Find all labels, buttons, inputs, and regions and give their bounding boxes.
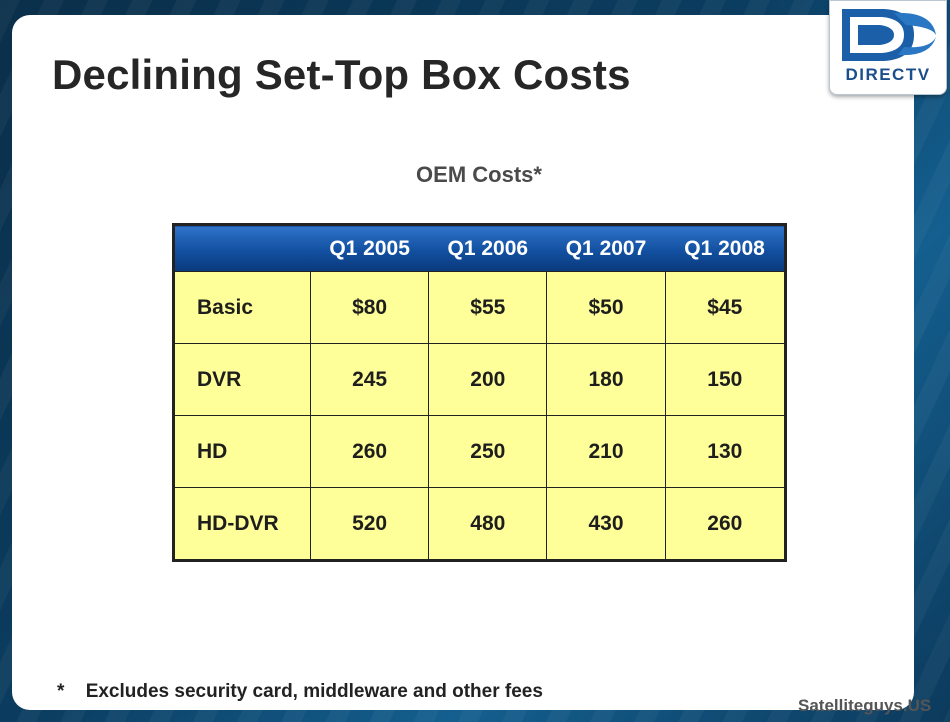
table-cell: 520 bbox=[309, 487, 430, 561]
table-cell: $55 bbox=[428, 271, 548, 344]
row-label: HD bbox=[173, 415, 311, 488]
table-cell: $45 bbox=[664, 271, 787, 344]
table-cell: $50 bbox=[546, 271, 666, 344]
oem-costs-table: Q1 2005 Q1 2006 Q1 2007 Q1 2008 Basic $8… bbox=[172, 223, 787, 562]
header-cell-blank bbox=[173, 224, 311, 272]
row-label: Basic bbox=[173, 271, 311, 344]
table-cell: 245 bbox=[309, 343, 430, 416]
footnote-marker: * bbox=[57, 681, 65, 702]
row-label: DVR bbox=[173, 343, 311, 416]
header-cell-q1-2006: Q1 2006 bbox=[428, 224, 547, 272]
table-cell: $80 bbox=[309, 271, 430, 344]
watermark-text: Satelliteguys.US bbox=[798, 696, 932, 715]
header-cell-q1-2008: Q1 2008 bbox=[665, 224, 786, 272]
table-cell: 130 bbox=[664, 415, 787, 488]
table-cell: 180 bbox=[546, 343, 666, 416]
row-label: HD-DVR bbox=[173, 487, 311, 561]
slide-panel: Declining Set-Top Box Costs OEM Costs* Q… bbox=[12, 15, 931, 715]
table-subtitle: OEM Costs* bbox=[416, 162, 542, 187]
table-cell: 200 bbox=[428, 343, 548, 416]
table-header-row: Q1 2005 Q1 2006 Q1 2007 Q1 2008 bbox=[173, 224, 786, 272]
table-cell: 260 bbox=[664, 487, 787, 561]
table-row-hd-dvr: HD-DVR 520 480 430 260 bbox=[173, 487, 787, 561]
header-cell-q1-2007: Q1 2007 bbox=[546, 224, 666, 272]
logo-wordmark: DIRECTV bbox=[845, 65, 931, 84]
table-row-basic: Basic $80 $55 $50 $45 bbox=[173, 271, 787, 344]
footnote-text: Excludes security card, middleware and o… bbox=[85, 681, 543, 702]
table-cell: 480 bbox=[428, 487, 548, 561]
page-title: Declining Set-Top Box Costs bbox=[52, 51, 631, 98]
table-row-hd: HD 260 250 210 130 bbox=[173, 415, 787, 488]
table-cell: 430 bbox=[546, 487, 666, 561]
table-cell: 250 bbox=[428, 415, 548, 488]
table-cell: 210 bbox=[546, 415, 666, 488]
table-cell: 260 bbox=[309, 415, 430, 488]
table-row-dvr: DVR 245 200 180 150 bbox=[173, 343, 787, 416]
table-cell: 150 bbox=[664, 343, 787, 416]
header-cell-q1-2005: Q1 2005 bbox=[310, 224, 429, 272]
directv-cyclone-logo-icon bbox=[842, 9, 936, 61]
directv-logo: DIRECTV bbox=[829, 0, 947, 95]
footnote: * Excludes security card, middleware and… bbox=[57, 681, 543, 703]
